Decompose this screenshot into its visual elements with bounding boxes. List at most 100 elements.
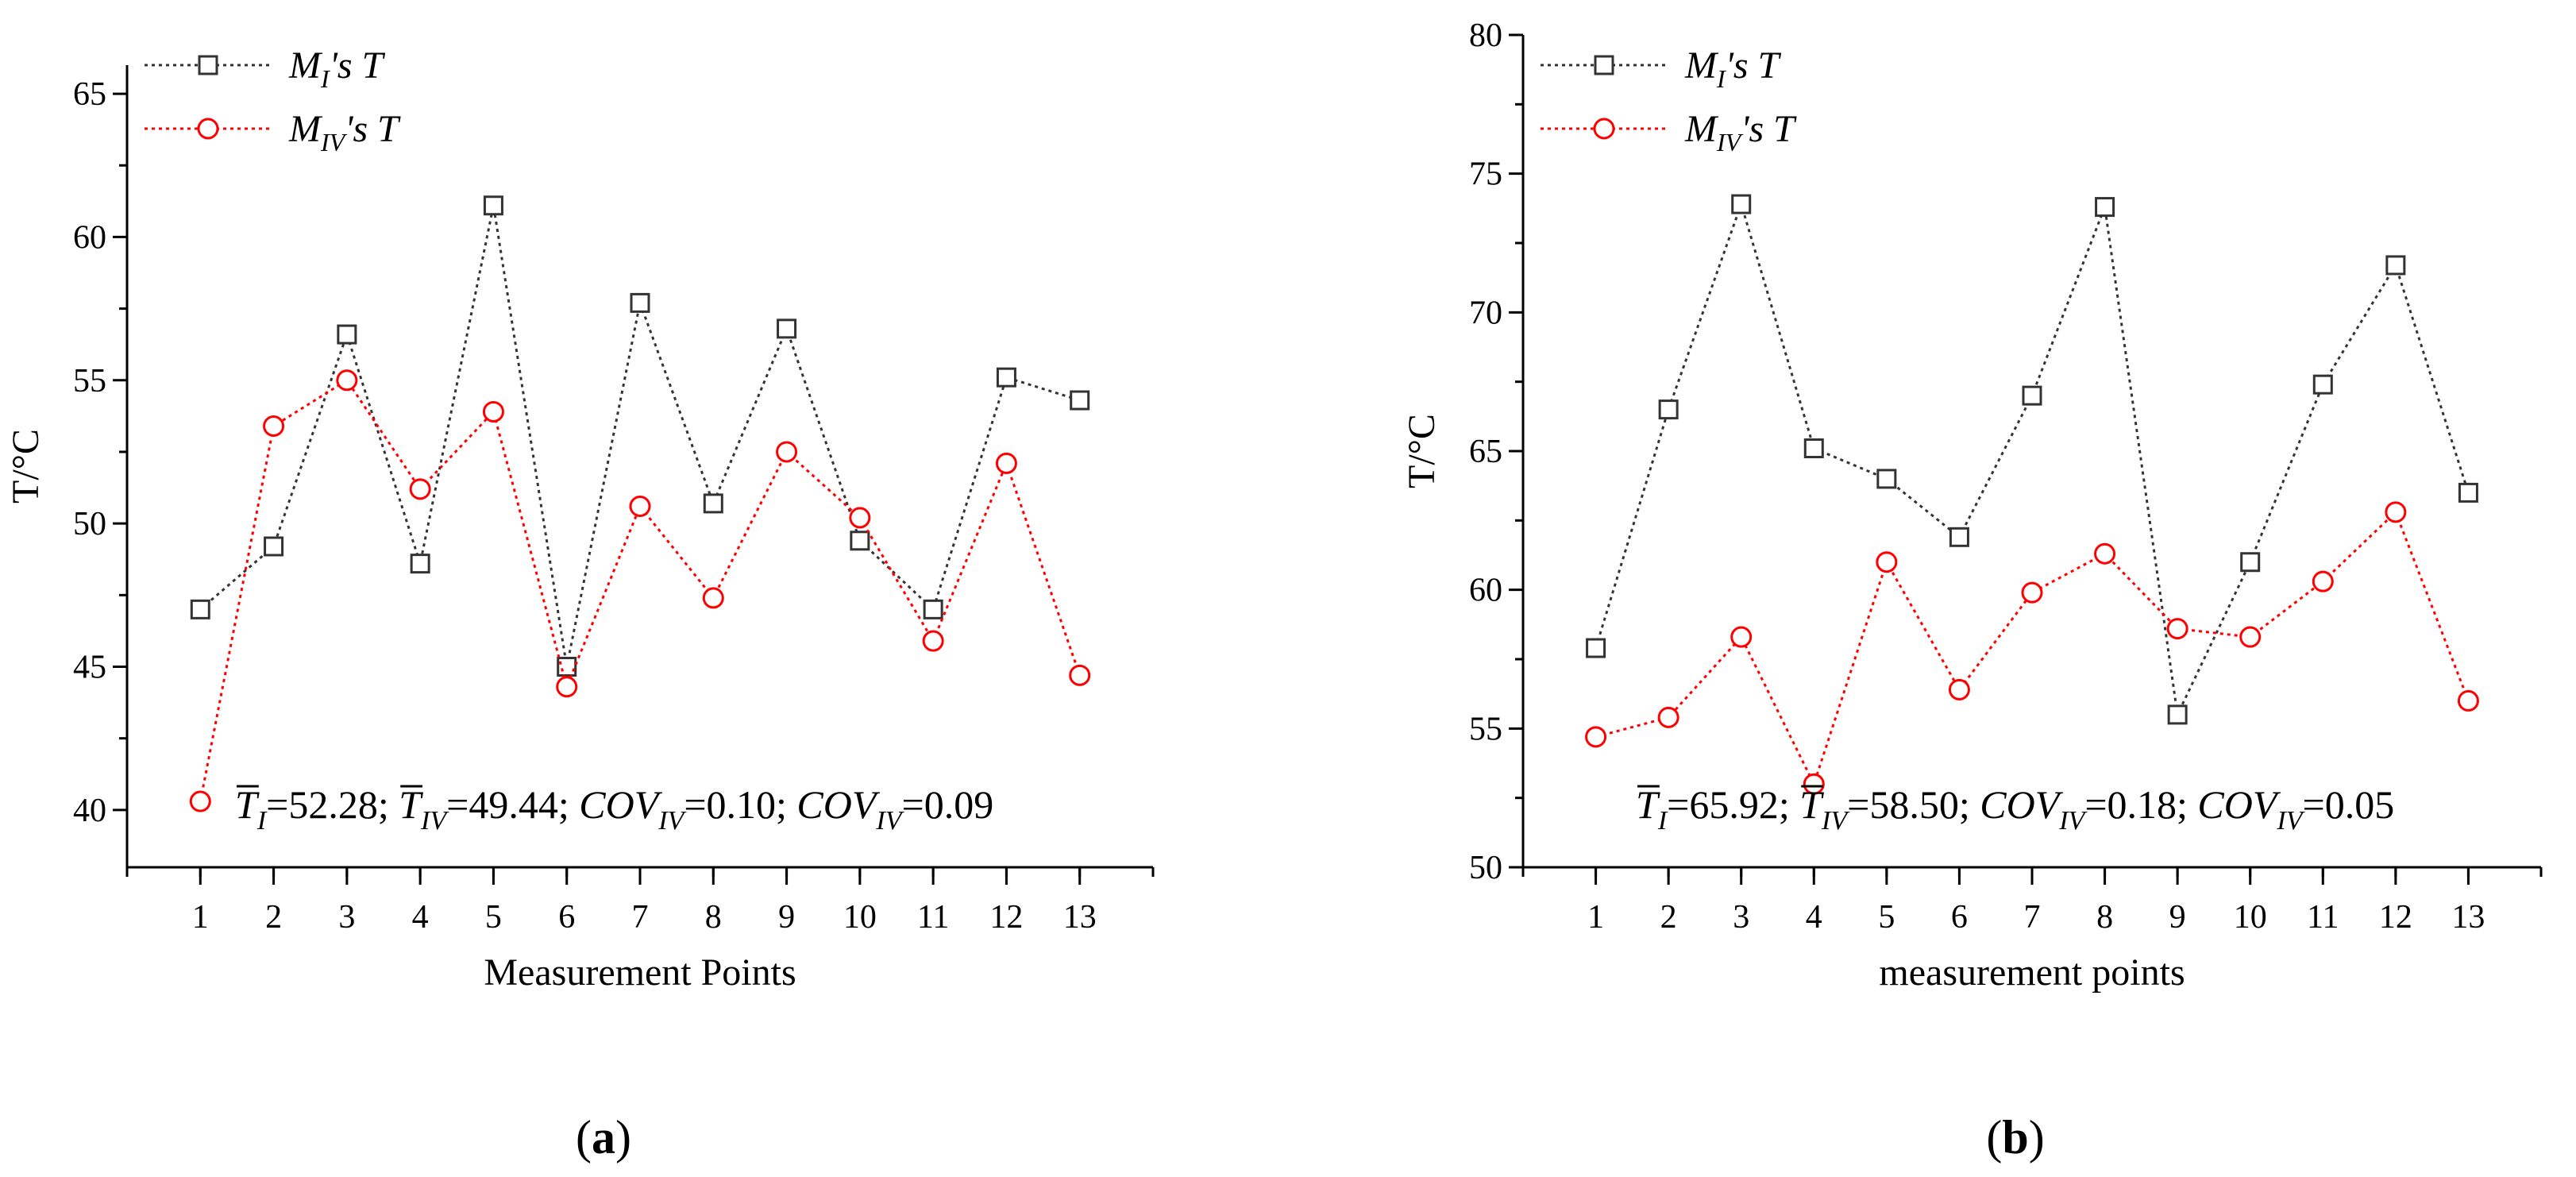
x-tick-label: 2 [265, 899, 282, 936]
data-point [1949, 527, 1969, 547]
legend-item: MI's T [145, 44, 386, 93]
x-tick-label: 1 [192, 899, 209, 936]
data-point [776, 441, 798, 463]
data-point [557, 657, 577, 677]
data-point [2312, 374, 2333, 395]
data-point [2312, 570, 2334, 592]
y-tick-label: 65 [1469, 434, 1502, 470]
data-point [1657, 706, 1679, 728]
data-point [849, 507, 871, 529]
data-point [1731, 194, 1752, 214]
series-m-iv [189, 369, 1091, 812]
data-point [702, 587, 724, 609]
x-tick-label: 1 [1587, 899, 1604, 936]
series-line [199, 378, 1082, 802]
data-point [850, 531, 870, 551]
data-point [995, 452, 1017, 474]
x-tick-label: 13 [2451, 899, 2485, 936]
data-point [483, 195, 503, 216]
x-axis-title: Measurement Points [484, 951, 796, 994]
data-point [1803, 773, 1825, 795]
data-point [1876, 551, 1898, 573]
x-tick-label: 7 [632, 899, 649, 936]
panel-label: (a) [576, 1111, 631, 1163]
data-point [2239, 626, 2262, 648]
data-point [2458, 482, 2478, 503]
data-point [2095, 197, 2115, 218]
series-line [1595, 200, 2470, 719]
x-tick-label: 6 [1951, 899, 1968, 936]
series-m-i [190, 195, 1090, 677]
x-tick-label: 7 [2024, 899, 2041, 936]
data-point [189, 790, 211, 812]
data-point [409, 478, 431, 500]
data-point [2385, 255, 2406, 276]
y-tick-label: 50 [1469, 850, 1502, 886]
legend-item: MIV's T [145, 108, 401, 156]
legend-marker [1593, 118, 1615, 140]
data-point [190, 599, 210, 619]
y-tick-label: 75 [1469, 156, 1502, 193]
data-point [703, 493, 723, 514]
legend: MI's T MIV's T [145, 44, 401, 156]
x-tick-label: 3 [338, 899, 355, 936]
y-tick-label: 55 [73, 363, 106, 399]
legend-marker [1594, 55, 1614, 75]
stats-annotation: TI=65.92; TIV=58.50; COVIV=0.18; COVIV=0… [1636, 782, 2394, 835]
x-tick-label: 4 [1806, 899, 1822, 936]
series-m-i [1586, 194, 2478, 725]
legend: MI's T MIV's T [1541, 44, 1797, 156]
stats-annotation: TI=52.28; TIV=49.44; COVIV=0.10; COVIV=0… [235, 782, 993, 835]
data-point [410, 554, 430, 574]
x-tick-label: 5 [1878, 899, 1895, 936]
data-point [996, 367, 1016, 388]
series-m-iv [1585, 501, 2479, 795]
y-axis-title: T/°C [1401, 414, 1443, 488]
series-line [1595, 510, 2470, 788]
y-tick-label: 80 [1469, 17, 1502, 54]
data-point [264, 536, 284, 557]
data-point [1069, 664, 1091, 686]
legend-item: MI's T [1541, 44, 1782, 93]
legend-label: MI's T [1684, 44, 1782, 93]
data-point [777, 318, 797, 339]
x-tick-label: 8 [705, 899, 722, 936]
x-tick-label: 5 [485, 899, 502, 936]
data-point [1585, 726, 1607, 748]
data-point [336, 369, 358, 392]
data-point [1876, 469, 1897, 489]
y-tick-label: 65 [73, 76, 106, 113]
x-tick-label: 12 [989, 899, 1023, 936]
data-point [1586, 638, 1606, 658]
data-point [2167, 704, 2188, 725]
x-axis-title: measurement points [1879, 951, 2185, 994]
data-point [2022, 385, 2042, 406]
data-point [630, 292, 650, 313]
y-tick-label: 50 [73, 506, 106, 542]
y-axis-title: T/°C [5, 429, 47, 504]
data-point [482, 400, 504, 423]
x-tick-label: 11 [2307, 899, 2339, 936]
data-point [1070, 390, 1090, 411]
legend-marker [198, 55, 218, 75]
data-point [1730, 626, 1753, 648]
data-point [1803, 438, 1824, 459]
data-point [337, 324, 357, 345]
data-point [1948, 678, 1970, 700]
legend-marker [197, 118, 219, 140]
legend-label: MIV's T [288, 108, 401, 156]
data-point [556, 676, 578, 698]
data-point [1658, 399, 1679, 420]
data-point [263, 415, 285, 437]
data-point [2457, 689, 2479, 712]
legend-label: MI's T [288, 44, 386, 93]
x-tick-label: 11 [917, 899, 949, 936]
y-tick-label: 40 [73, 793, 106, 829]
x-tick-label: 10 [843, 899, 877, 936]
data-point [922, 630, 944, 652]
data-point [2240, 552, 2261, 573]
data-point [2094, 542, 2116, 565]
legend-item: MIV's T [1541, 108, 1797, 156]
